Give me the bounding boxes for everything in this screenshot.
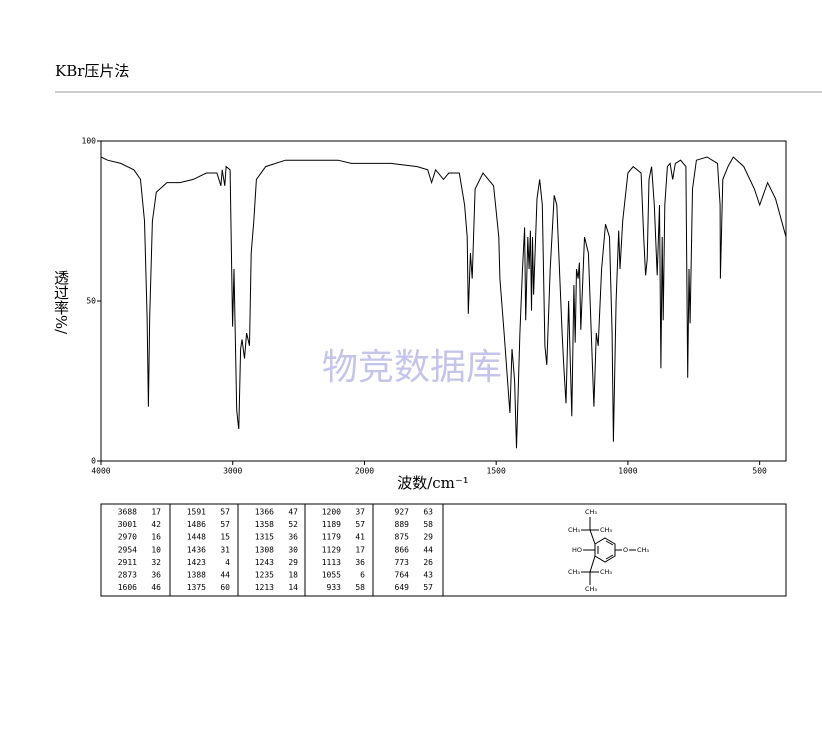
peak-transmittance: 31 <box>220 545 230 554</box>
structure-label: CH₃ <box>568 568 580 576</box>
peak-wavenumber: 1388 <box>187 571 206 580</box>
peak-wavenumber: 2970 <box>118 533 137 542</box>
structure-label: CH₃ <box>637 546 649 554</box>
peak-wavenumber: 933 <box>327 583 342 592</box>
peak-transmittance: 57 <box>355 520 365 529</box>
peak-wavenumber: 1315 <box>255 533 274 542</box>
x-tick-label: 1500 <box>487 467 506 476</box>
peak-transmittance: 57 <box>220 520 230 529</box>
peak-wavenumber: 1235 <box>255 571 274 580</box>
peak-wavenumber: 1243 <box>255 558 274 567</box>
peak-transmittance: 60 <box>220 583 230 592</box>
structure-label: HO <box>572 546 582 554</box>
peak-wavenumber: 1358 <box>255 520 274 529</box>
y-tick-label: 0 <box>91 457 96 466</box>
peak-transmittance: 10 <box>151 545 161 554</box>
peak-wavenumber: 1113 <box>322 558 341 567</box>
peak-transmittance: 46 <box>151 583 161 592</box>
peak-wavenumber: 889 <box>395 520 410 529</box>
peak-wavenumber: 927 <box>395 508 410 517</box>
peak-transmittance: 29 <box>288 558 298 567</box>
peak-wavenumber: 1189 <box>322 520 341 529</box>
peak-wavenumber: 1486 <box>187 520 206 529</box>
peak-transmittance: 36 <box>151 571 161 580</box>
peak-wavenumber: 1055 <box>322 571 341 580</box>
spectrum-line <box>100 156 787 449</box>
peak-wavenumber: 2873 <box>118 571 137 580</box>
peak-wavenumber: 2954 <box>118 545 137 554</box>
structure-label: CH₃ <box>600 526 612 534</box>
peak-transmittance: 44 <box>423 545 433 554</box>
peak-transmittance: 52 <box>288 520 298 529</box>
peak-wavenumber: 1436 <box>187 545 206 554</box>
x-tick-label: 2000 <box>355 467 374 476</box>
structure-label: CH₃ <box>585 508 597 516</box>
peak-wavenumber: 649 <box>395 583 410 592</box>
peak-wavenumber: 1213 <box>255 583 274 592</box>
peak-transmittance: 16 <box>151 533 161 542</box>
x-tick-label: 3000 <box>223 467 242 476</box>
x-tick-label: 4000 <box>91 467 110 476</box>
peak-transmittance: 36 <box>355 558 365 567</box>
peak-wavenumber: 764 <box>395 571 410 580</box>
peak-transmittance: 57 <box>423 583 433 592</box>
peak-transmittance: 37 <box>355 508 365 517</box>
peak-transmittance: 17 <box>151 508 161 517</box>
peak-transmittance: 26 <box>423 558 433 567</box>
peak-wavenumber: 1606 <box>118 583 137 592</box>
y-tick-label: 50 <box>86 297 96 306</box>
peak-wavenumber: 875 <box>395 533 410 542</box>
plot-frame <box>100 140 787 462</box>
method-title: KBr压片法 <box>55 62 129 80</box>
structure-label: CH₃ <box>600 568 612 576</box>
peak-wavenumber: 1308 <box>255 545 274 554</box>
peak-transmittance: 17 <box>355 545 365 554</box>
peak-transmittance: 57 <box>220 508 230 517</box>
watermark: 物竞数据库 <box>322 347 502 388</box>
peak-transmittance: 15 <box>220 533 230 542</box>
peak-wavenumber: 866 <box>395 545 410 554</box>
x-tick-label: 500 <box>752 467 767 476</box>
structure-bonds <box>581 517 636 585</box>
x-axis-label: 波数/cm⁻¹ <box>397 474 469 492</box>
peak-wavenumber: 1423 <box>187 558 206 567</box>
peak-transmittance: 32 <box>151 558 161 567</box>
peak-wavenumber: 2911 <box>118 558 137 567</box>
peak-wavenumber: 1179 <box>322 533 341 542</box>
peak-transmittance: 30 <box>288 545 298 554</box>
peak-transmittance: 36 <box>288 533 298 542</box>
peak-wavenumber: 1200 <box>322 508 341 517</box>
peak-transmittance: 44 <box>220 571 230 580</box>
peak-transmittance: 42 <box>151 520 161 529</box>
peak-transmittance: 29 <box>423 533 433 542</box>
peak-wavenumber: 1448 <box>187 533 206 542</box>
structure-label: CH₃ <box>585 585 597 593</box>
peak-transmittance: 4 <box>225 558 230 567</box>
y-axis-label: 透过率%/ <box>52 270 70 335</box>
peak-transmittance: 58 <box>423 520 433 529</box>
peak-transmittance: 63 <box>423 508 433 517</box>
structure-label: O <box>623 546 628 554</box>
peak-transmittance: 6 <box>360 571 365 580</box>
x-tick-label: 1000 <box>618 467 637 476</box>
peak-transmittance: 14 <box>288 583 298 592</box>
peak-transmittance: 58 <box>355 583 365 592</box>
peak-transmittance: 43 <box>423 571 433 580</box>
peak-wavenumber: 3001 <box>118 520 137 529</box>
peak-transmittance: 41 <box>355 533 365 542</box>
peak-wavenumber: 1366 <box>255 508 274 517</box>
y-tick-label: 100 <box>82 137 97 146</box>
peak-wavenumber: 1129 <box>322 545 341 554</box>
peak-transmittance: 18 <box>288 571 298 580</box>
peak-transmittance: 47 <box>288 508 298 517</box>
peak-wavenumber: 1591 <box>187 508 206 517</box>
structure-label: CH₃ <box>568 526 580 534</box>
peak-wavenumber: 1375 <box>187 583 206 592</box>
peak-wavenumber: 773 <box>395 558 410 567</box>
peak-wavenumber: 3688 <box>118 508 137 517</box>
